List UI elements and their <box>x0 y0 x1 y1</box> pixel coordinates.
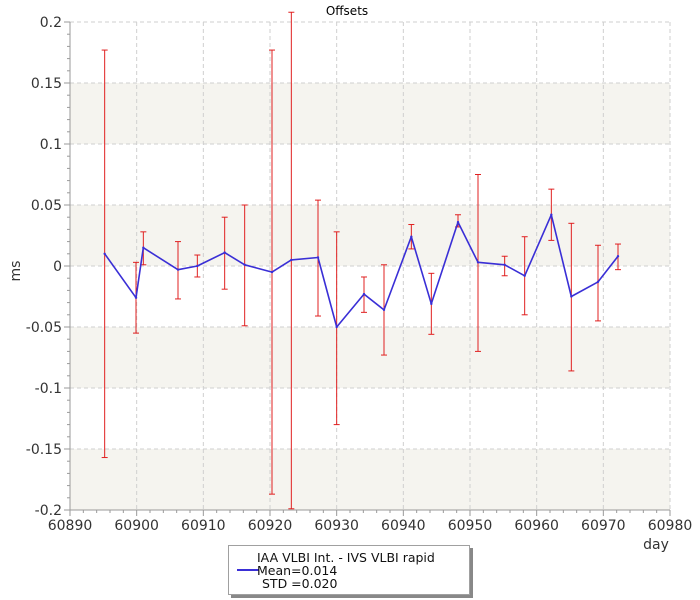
data-point <box>176 268 180 271</box>
data-point <box>223 251 226 254</box>
x-tick-label: 60910 <box>181 518 226 534</box>
data-point <box>430 302 433 306</box>
background-band <box>70 83 670 144</box>
data-point <box>456 220 460 224</box>
grid-lines <box>69 21 671 511</box>
legend: IAA VLBI Int. - IVS VLBI rapid Mean=0.01… <box>228 545 470 595</box>
x-tick-label: 60920 <box>248 518 293 534</box>
legend-series-swatch <box>237 569 259 571</box>
x-tick-label: 60950 <box>448 518 493 534</box>
background-band <box>70 327 670 388</box>
data-point <box>270 270 274 274</box>
y-tick-label: -0.2 <box>35 503 62 519</box>
data-point <box>616 255 620 258</box>
data-point <box>290 258 293 262</box>
data-point <box>410 235 413 238</box>
background-band <box>70 449 670 510</box>
x-tick-label: 60960 <box>514 518 559 534</box>
data-point <box>316 256 320 259</box>
data-point <box>382 308 386 312</box>
y-tick-label: -0.15 <box>26 442 62 458</box>
data-point <box>503 263 506 266</box>
x-axis-ticks: 60890 60900 60910 60920 60930 60940 60950 60960… <box>48 510 693 534</box>
data-point <box>596 280 600 284</box>
background-band <box>70 205 670 266</box>
data-point <box>103 252 106 255</box>
x-axis-label: day <box>643 537 669 553</box>
x-tick-label: 60890 <box>48 518 93 534</box>
y-tick-label: 0.1 <box>40 137 62 153</box>
y-tick-label: 0.05 <box>31 198 62 214</box>
data-point <box>243 263 246 266</box>
chart-title: Offsets <box>326 4 368 18</box>
data-point <box>550 213 553 216</box>
x-tick-label: 60970 <box>581 518 626 534</box>
data-point <box>523 274 526 277</box>
y-tick-label: 0 <box>53 259 62 275</box>
x-tick-label: 60930 <box>314 518 359 534</box>
data-point <box>134 296 138 299</box>
series-line-group <box>103 213 620 329</box>
y-axis-label: ms <box>8 261 24 282</box>
legend-mean: Mean=0.014 <box>257 563 338 578</box>
data-point <box>335 325 338 329</box>
x-tick-label: 60980 <box>648 518 693 534</box>
data-point <box>142 246 145 249</box>
background-bands <box>70 22 670 510</box>
data-point <box>570 295 573 298</box>
y-tick-label: -0.05 <box>26 320 62 336</box>
y-tick-label: 0.2 <box>40 15 62 31</box>
data-point <box>362 292 366 296</box>
legend-series-name: IAA VLBI Int. - IVS VLBI rapid <box>257 550 435 565</box>
legend-std: STD =0.020 <box>262 576 338 591</box>
data-point <box>476 261 480 264</box>
x-tick-label: 60900 <box>114 518 159 534</box>
x-tick-label: 60940 <box>381 518 426 534</box>
y-axis-ticks: -0.2 -0.15 -0.1 -0.05 0 0.05 0.1 0.15 0.2 <box>26 15 70 519</box>
y-tick-label: 0.15 <box>31 76 62 92</box>
y-tick-label: -0.1 <box>35 381 62 397</box>
data-point <box>196 264 199 268</box>
